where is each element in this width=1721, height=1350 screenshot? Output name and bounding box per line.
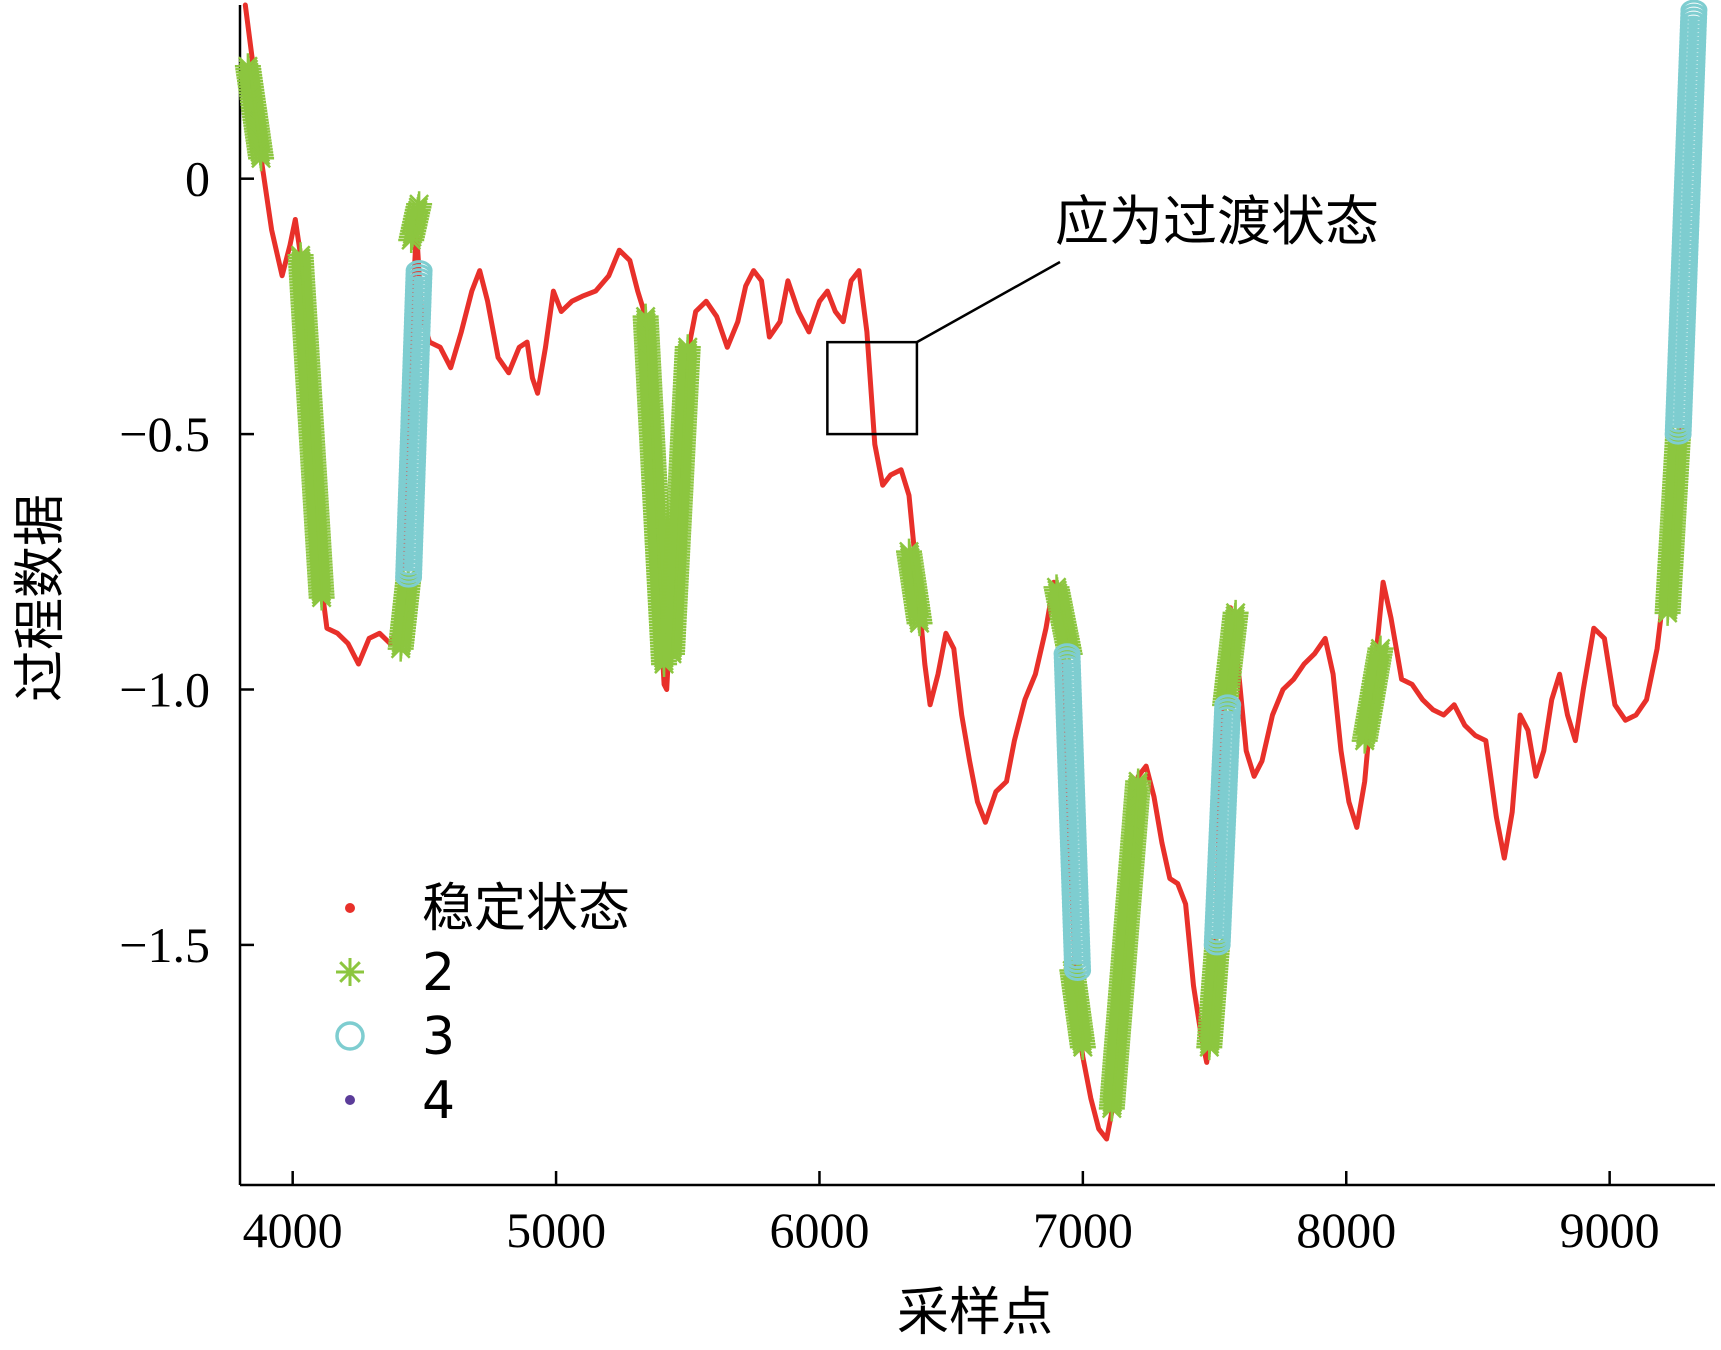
series-2-segment [398, 191, 433, 253]
x-tick-label: 6000 [769, 1202, 869, 1258]
series-3-marker [1214, 694, 1242, 716]
y-tick-label: −0.5 [119, 406, 210, 462]
x-axis-title: 采样点 [897, 1283, 1053, 1343]
annotation: 应为过渡状态 [826, 190, 1379, 436]
series-2-segment [1043, 574, 1083, 667]
annotation-box [826, 340, 919, 436]
series-2-segment [632, 303, 678, 677]
series-2-marker [1222, 599, 1249, 626]
legend-entry: 3 [335, 1007, 455, 1067]
series-2-marker [1367, 635, 1394, 662]
series-2-marker [308, 584, 335, 611]
plot-area [234, 0, 1708, 1142]
legend-label: 2 [422, 943, 455, 1003]
axes: 4000 5000 6000 7000 8000 9000 0 −0.5 −1.0 −1.5 [119, 5, 1715, 1258]
series-2-segment [287, 242, 335, 611]
series-3-segment [395, 260, 433, 588]
x-tick-label: 5000 [506, 1202, 606, 1258]
series-2-marker [651, 650, 678, 677]
series-2-marker [1069, 1034, 1096, 1061]
legend-entry: 稳定状态 [345, 879, 630, 939]
legend-entry: 4 [345, 1071, 455, 1131]
series-3-segment [1664, 0, 1708, 445]
legend-marker-dot [345, 903, 355, 913]
series-2-segment [1654, 421, 1692, 626]
legend-entry: 2 [336, 943, 455, 1003]
series-2-segment [1212, 599, 1249, 718]
x-tick-label: 7000 [1033, 1202, 1133, 1258]
x-tick-label: 4000 [243, 1202, 343, 1258]
series-2-segment [896, 538, 933, 637]
series-2-marker [406, 191, 433, 218]
series-2-segment [1098, 768, 1152, 1122]
legend-marker-circle [335, 1021, 365, 1051]
series-3-segment [1203, 694, 1242, 956]
series-2-marker [674, 334, 701, 361]
x-tick-label: 9000 [1560, 1202, 1660, 1258]
y-tick-label: −1.5 [119, 917, 210, 973]
series-2-marker [906, 610, 933, 637]
series-2-segment [1196, 931, 1231, 1061]
series-2-segment [387, 564, 422, 662]
series-2-marker [1125, 768, 1152, 795]
series-2-marker [248, 145, 275, 172]
series-3-segment [1053, 643, 1092, 981]
series-2-segment [234, 53, 275, 172]
legend-marker-star [336, 958, 364, 986]
legend-marker-dot [345, 1095, 355, 1105]
series-3-marker [1680, 0, 1708, 21]
x-tick-label: 8000 [1296, 1202, 1396, 1258]
series-stable-line [242, 2, 1697, 1142]
y-tick-label: −1.0 [119, 662, 210, 718]
annotation-leader-line [916, 260, 1061, 344]
y-axis-title: 过程数据 [11, 494, 71, 702]
legend-label: 3 [422, 1007, 455, 1067]
series-2-segment [1351, 635, 1394, 754]
series-3-marker [405, 260, 433, 282]
series-3-marker [1064, 959, 1092, 981]
legend-label: 稳定状态 [422, 879, 630, 939]
legend-label: 4 [422, 1071, 455, 1131]
y-tick-label: 0 [185, 151, 210, 207]
series-2-segment [658, 334, 701, 667]
annotation-text: 应为过渡状态 [1055, 190, 1379, 253]
